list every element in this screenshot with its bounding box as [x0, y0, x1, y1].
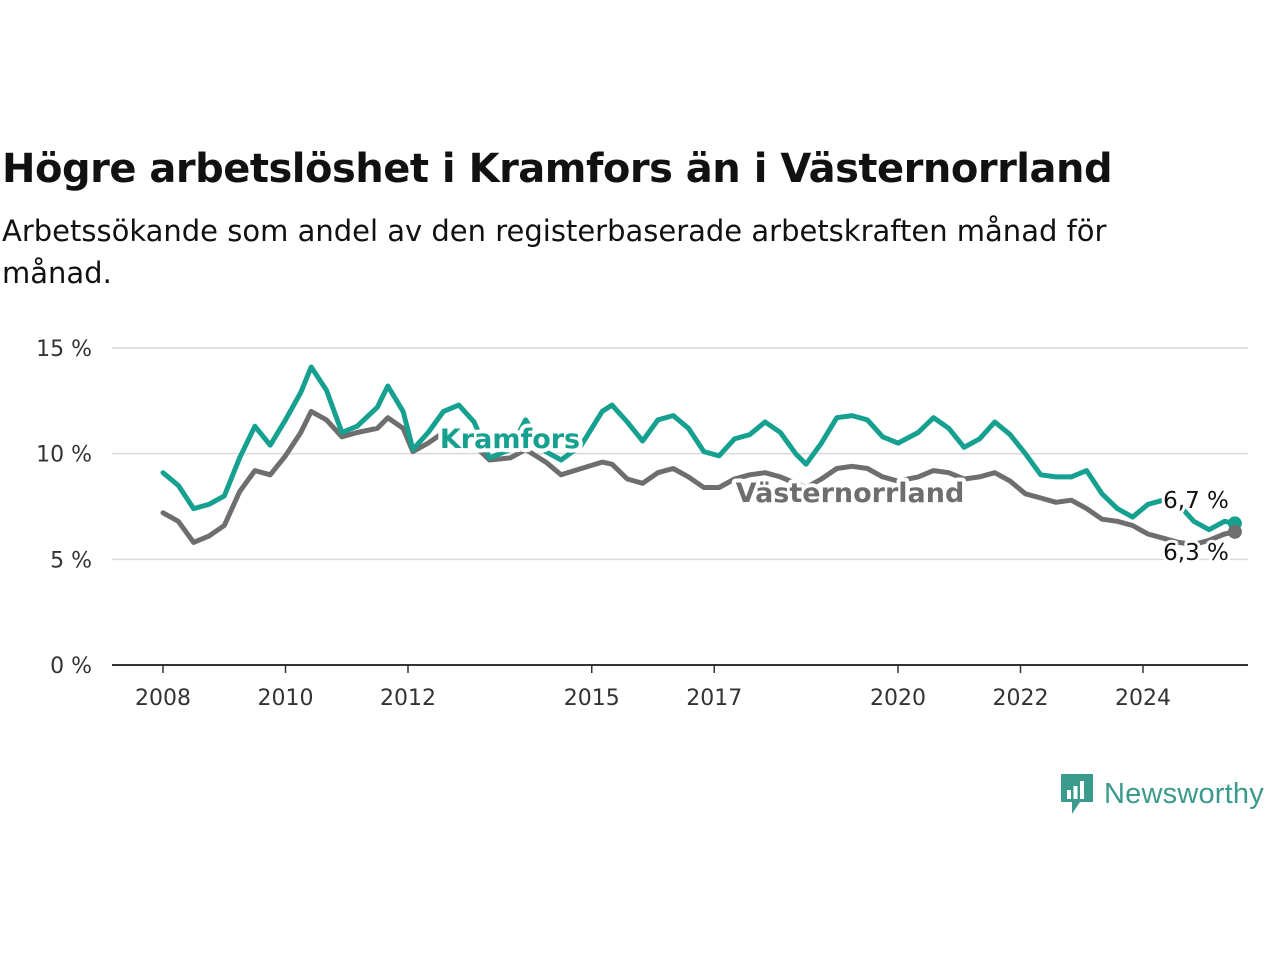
series-line-kramfors — [160, 364, 1238, 533]
brand-name: Newsworthy — [1104, 777, 1264, 810]
newsworthy-logo-icon — [1061, 774, 1093, 814]
end-value-label: 6,7 % — [1163, 488, 1229, 514]
chart-subtitle: Arbetssökande som andel av den registerb… — [2, 214, 1107, 290]
x-tick-label: 2008 — [135, 686, 191, 711]
y-tick-label: 5 % — [50, 548, 92, 573]
end-point-vasternorrland — [1227, 524, 1242, 539]
x-tick-label: 2024 — [1115, 686, 1171, 711]
line-chart: 0 % 5 % 10 % 15 % 2008 2010 2012 2015 2017 2020 20… — [36, 337, 1248, 711]
newsworthy-brand: Newsworthy — [1058, 772, 1264, 816]
x-tick-label: 2017 — [686, 686, 742, 711]
series-name-label: Västernorrland — [736, 478, 965, 509]
series-labels: Kramfors Västernorrland 6,7 % 6,3 % — [436, 420, 1232, 569]
grid-lines — [112, 347, 1248, 561]
series-line-vasternorrland — [160, 408, 1238, 547]
x-tick-label: 2012 — [380, 686, 436, 711]
axes: 0 % 5 % 10 % 15 % 2008 2010 2012 2015 2017 2020 20… — [36, 337, 1248, 711]
x-tick-label: 2020 — [870, 686, 926, 711]
x-tick-label: 2022 — [993, 686, 1049, 711]
y-tick-label: 0 % — [50, 654, 92, 679]
end-value-label: 6,3 % — [1163, 540, 1229, 566]
y-tick-label: 10 % — [36, 443, 92, 468]
x-tick-label: 2010 — [258, 686, 314, 711]
x-tick-label: 2015 — [564, 686, 620, 711]
chart-title: Högre arbetslöshet i Kramfors än i Väste… — [2, 146, 1113, 192]
series-lines — [160, 364, 1242, 547]
series-name-label: Kramfors — [440, 424, 580, 455]
y-tick-label: 15 % — [36, 337, 92, 362]
